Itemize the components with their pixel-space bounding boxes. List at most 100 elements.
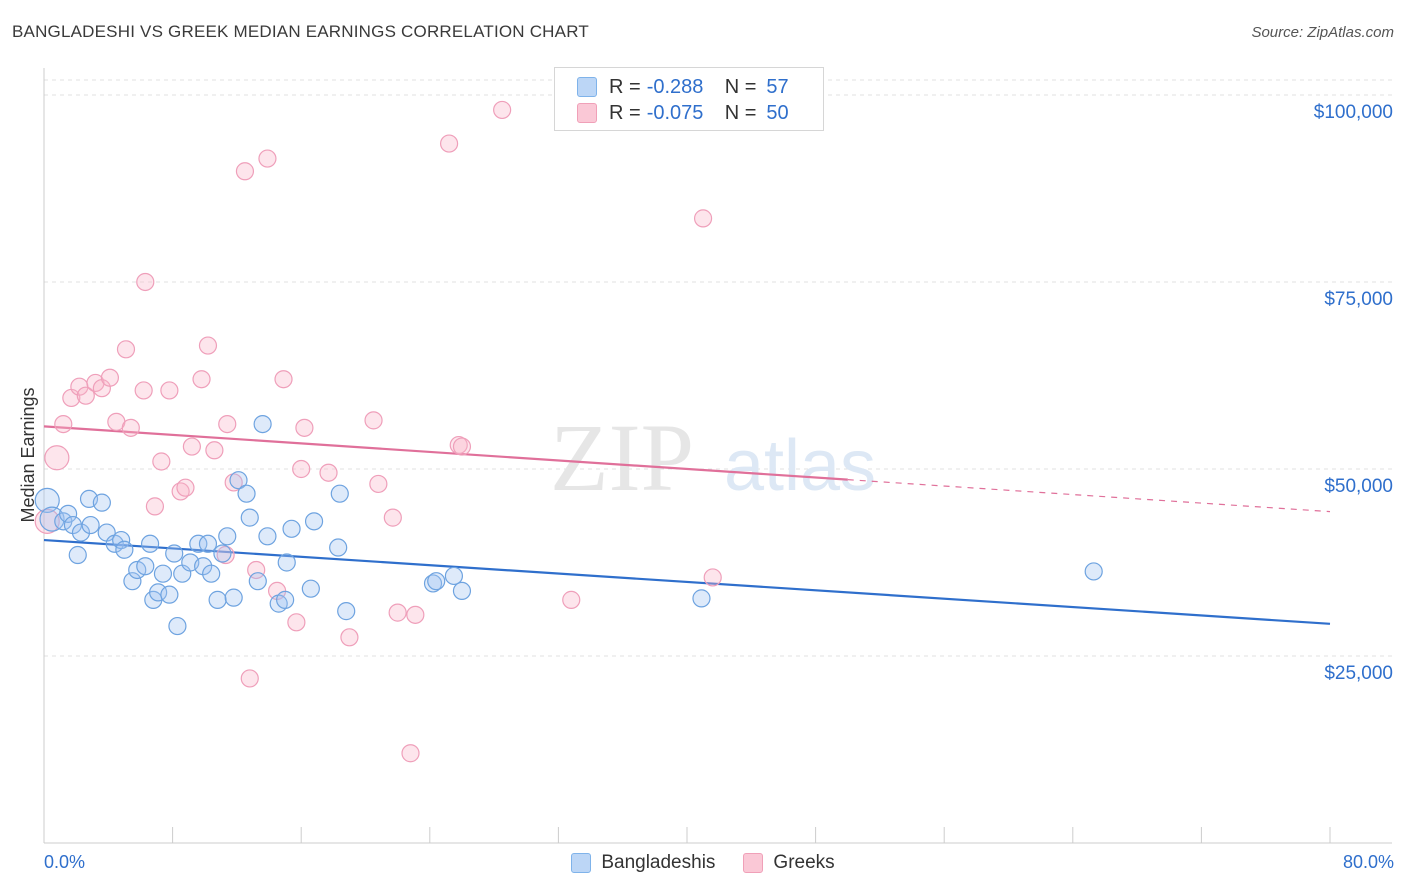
point-greeks <box>218 414 237 434</box>
legend-row-bangladeshis: R = -0.288 N = 57 <box>577 74 789 100</box>
point-bangladeshis <box>213 544 232 563</box>
legend-swatch-bangladeshis <box>571 853 592 873</box>
point-greeks <box>100 368 120 387</box>
point-bangladeshis <box>92 493 111 512</box>
series-legend: Bangladeshis Greeks <box>0 852 1406 874</box>
point-bangladeshis <box>240 508 259 527</box>
point-bangladeshis <box>224 588 243 607</box>
y-tick-labels: $25,000 $50,000 $75,000 $100,000 <box>1314 102 1393 684</box>
point-bangladeshis <box>165 544 184 563</box>
watermark-zip: ZIP <box>550 404 694 511</box>
point-bangladeshis <box>160 585 179 604</box>
legend-row-greeks: R = -0.075 N = 50 <box>577 100 789 126</box>
point-greeks <box>205 441 224 460</box>
point-bangladeshis <box>39 506 65 532</box>
point-greeks <box>145 497 165 516</box>
point-greeks <box>54 414 73 434</box>
point-greeks <box>176 478 195 497</box>
point-bangladeshis <box>248 572 267 591</box>
axes <box>43 68 1392 844</box>
point-bangladeshis <box>253 414 272 434</box>
legend-label-greeks: Greeks <box>773 852 835 873</box>
legend-swatch-bangladeshis <box>577 77 597 97</box>
point-bangladeshis <box>81 515 100 535</box>
point-bangladeshis <box>277 553 296 572</box>
watermark-atlas: atlas <box>724 426 876 506</box>
point-greeks <box>340 628 359 647</box>
point-greeks <box>401 744 420 763</box>
point-bangladeshis <box>68 545 87 565</box>
legend-item-greeks[interactable]: Greeks <box>743 852 835 874</box>
point-greeks <box>258 149 277 168</box>
point-greeks <box>274 370 293 389</box>
n-label: N = <box>724 101 757 124</box>
point-bangladeshis <box>149 583 168 602</box>
point-bangladeshis <box>329 538 348 557</box>
point-greeks <box>287 613 306 632</box>
point-bangladeshis <box>198 534 218 553</box>
trend-lines <box>43 425 1331 625</box>
y-tick-label: $25,000 <box>1324 663 1393 684</box>
trend-line-greeks-extension <box>847 479 1331 513</box>
legend-swatch-greeks <box>743 853 764 873</box>
point-bangladeshis <box>452 581 472 601</box>
data-points <box>34 100 1103 763</box>
point-bangladeshis <box>208 590 227 609</box>
point-greeks <box>44 445 70 471</box>
point-greeks <box>160 381 179 400</box>
chart-title: BANGLADESHI VS GREEK MEDIAN EARNINGS COR… <box>12 22 589 41</box>
correlation-legend: R = -0.288 N = 57 R = -0.075 N = 50 <box>554 67 824 131</box>
point-bangladeshis <box>115 540 134 559</box>
r-value: -0.288 <box>646 75 704 98</box>
point-bangladeshis <box>136 557 155 576</box>
r-label: R = <box>609 101 641 124</box>
trend-line-bangladeshis <box>43 538 1331 625</box>
point-bangladeshis <box>258 527 277 546</box>
point-greeks <box>247 560 266 580</box>
point-bangladeshis <box>423 574 443 593</box>
point-bangladeshis <box>153 564 173 583</box>
r-label: R = <box>609 75 641 98</box>
point-greeks <box>693 209 713 228</box>
point-bangladeshis <box>202 564 221 583</box>
point-bangladeshis <box>692 589 711 608</box>
point-greeks <box>369 474 388 494</box>
point-bangladeshis <box>304 512 324 531</box>
point-greeks <box>152 452 171 471</box>
point-greeks <box>452 437 472 456</box>
point-greeks <box>76 386 95 405</box>
point-bangladeshis <box>301 579 320 598</box>
legend-item-bangladeshis[interactable]: Bangladeshis <box>571 852 715 874</box>
point-bangladeshis <box>123 572 142 591</box>
r-value: -0.075 <box>646 101 704 124</box>
y-tick-label: $75,000 <box>1324 289 1393 310</box>
legend-label-bangladeshis: Bangladeshis <box>601 852 716 873</box>
legend-swatch-greeks <box>577 103 597 123</box>
point-greeks <box>493 100 512 120</box>
point-bangladeshis <box>1084 562 1103 581</box>
point-greeks <box>182 437 201 456</box>
point-bangladeshis <box>330 484 349 503</box>
point-greeks <box>439 134 459 153</box>
trend-line-greeks <box>43 425 848 481</box>
point-bangladeshis <box>71 523 91 542</box>
point-bangladeshis <box>337 602 356 621</box>
point-greeks <box>388 603 407 622</box>
point-bangladeshis <box>140 534 160 553</box>
n-value: 50 <box>766 101 789 124</box>
point-greeks <box>562 590 581 609</box>
point-greeks <box>364 411 383 430</box>
point-greeks <box>134 381 153 400</box>
point-greeks <box>703 568 722 587</box>
point-greeks <box>295 418 314 437</box>
point-bangladeshis <box>237 484 256 503</box>
n-value: 57 <box>766 75 789 98</box>
point-bangladeshis <box>59 504 78 523</box>
point-greeks <box>240 669 259 688</box>
point-greeks <box>192 370 211 389</box>
point-bangladeshis <box>444 566 464 586</box>
point-bangladeshis <box>112 530 131 550</box>
point-bangladeshis <box>276 590 295 609</box>
watermark: ZIP atlas <box>550 404 876 511</box>
